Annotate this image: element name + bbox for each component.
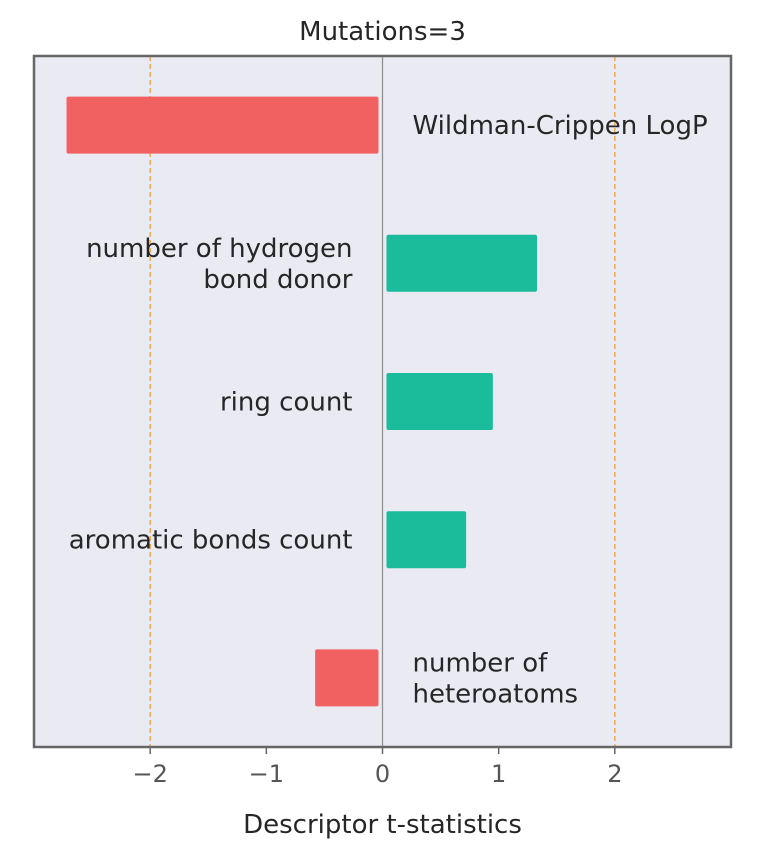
bar (66, 96, 379, 154)
bar (315, 649, 379, 707)
x-tick-label: 1 (491, 760, 506, 788)
bar (386, 373, 493, 430)
bar (386, 511, 467, 569)
chart-title: Mutations=3 (299, 17, 466, 47)
x-axis-label: Descriptor t-statistics (243, 810, 522, 840)
bar-label-line: Wildman-Crippen LogP (413, 111, 708, 141)
x-tick-label: 0 (375, 760, 390, 788)
bar (386, 234, 538, 292)
bar-label: Wildman-Crippen LogP (413, 111, 708, 141)
x-tick-label: 2 (607, 760, 622, 788)
bar-label-line: number of (413, 648, 549, 678)
bar-label: aromatic bonds count (69, 526, 353, 556)
bar-label: ring count (220, 388, 353, 418)
bar-label: number of hydrogen bond donor (86, 234, 353, 295)
bar-label-line: ring count (220, 388, 353, 418)
x-tick-label: −2 (132, 760, 167, 788)
bar-label-line: heteroatoms (413, 679, 579, 709)
bar-label: number of heteroatoms (413, 648, 579, 709)
x-tick-label: −1 (249, 760, 284, 788)
bar-label-line: number of hydrogen (86, 234, 352, 264)
bar-label-line: aromatic bonds count (69, 526, 353, 556)
bar-label-line: bond donor (203, 265, 352, 295)
